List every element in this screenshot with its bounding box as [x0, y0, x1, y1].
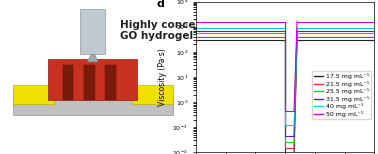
- Polygon shape: [13, 92, 173, 115]
- 17.5 mg mL⁻¹: [313, 39, 317, 41]
- 31.5 mg mL⁻¹: [310, 30, 314, 32]
- 31.5 mg mL⁻¹: [372, 30, 376, 32]
- 50 mg mL⁻¹: [368, 21, 373, 22]
- Text: Highly concentrated
GO hydrogel: Highly concentrated GO hydrogel: [119, 20, 239, 41]
- Legend: 17.5 mg mL⁻¹, 21.5 mg mL⁻¹, 25.5 mg mL⁻¹, 31.5 mg mL⁻¹, 40 mg mL⁻¹, 50 mg mL⁻¹: 17.5 mg mL⁻¹, 21.5 mg mL⁻¹, 25.5 mg mL⁻¹…: [312, 71, 371, 119]
- Polygon shape: [62, 65, 73, 100]
- 21.5 mg mL⁻¹: [335, 36, 339, 38]
- 40 mg mL⁻¹: [310, 27, 314, 29]
- 50 mg mL⁻¹: [313, 21, 317, 22]
- 50 mg mL⁻¹: [310, 21, 314, 22]
- Polygon shape: [13, 85, 54, 104]
- 17.5 mg mL⁻¹: [310, 39, 314, 41]
- 40 mg mL⁻¹: [335, 27, 339, 29]
- 50 mg mL⁻¹: [341, 21, 345, 22]
- 25.5 mg mL⁻¹: [341, 32, 345, 34]
- 21.5 mg mL⁻¹: [295, 36, 299, 38]
- 17.5 mg mL⁻¹: [368, 39, 373, 41]
- 40 mg mL⁻¹: [368, 27, 373, 29]
- 17.5 mg mL⁻¹: [341, 39, 345, 41]
- 25.5 mg mL⁻¹: [295, 32, 299, 34]
- 21.5 mg mL⁻¹: [372, 36, 376, 38]
- 25.5 mg mL⁻¹: [372, 32, 376, 34]
- 40 mg mL⁻¹: [366, 27, 370, 29]
- 17.5 mg mL⁻¹: [372, 39, 376, 41]
- 31.5 mg mL⁻¹: [335, 30, 339, 32]
- 17.5 mg mL⁻¹: [366, 39, 370, 41]
- 17.5 mg mL⁻¹: [295, 39, 299, 41]
- 50 mg mL⁻¹: [372, 21, 376, 22]
- 31.5 mg mL⁻¹: [313, 30, 317, 32]
- 40 mg mL⁻¹: [295, 27, 299, 29]
- 31.5 mg mL⁻¹: [341, 30, 345, 32]
- 31.5 mg mL⁻¹: [295, 30, 299, 32]
- 40 mg mL⁻¹: [313, 27, 317, 29]
- 17.5 mg mL⁻¹: [335, 39, 339, 41]
- 21.5 mg mL⁻¹: [313, 36, 317, 38]
- 40 mg mL⁻¹: [341, 27, 345, 29]
- Polygon shape: [105, 65, 116, 100]
- Polygon shape: [132, 85, 173, 104]
- 31.5 mg mL⁻¹: [366, 30, 370, 32]
- Polygon shape: [84, 65, 94, 100]
- 50 mg mL⁻¹: [295, 21, 299, 22]
- 25.5 mg mL⁻¹: [368, 32, 373, 34]
- 21.5 mg mL⁻¹: [341, 36, 345, 38]
- 25.5 mg mL⁻¹: [310, 32, 314, 34]
- 21.5 mg mL⁻¹: [368, 36, 373, 38]
- 21.5 mg mL⁻¹: [310, 36, 314, 38]
- 31.5 mg mL⁻¹: [368, 30, 373, 32]
- 50 mg mL⁻¹: [335, 21, 339, 22]
- Polygon shape: [81, 9, 105, 54]
- 25.5 mg mL⁻¹: [366, 32, 370, 34]
- 21.5 mg mL⁻¹: [366, 36, 370, 38]
- Y-axis label: Viscosity (Pa·s): Viscosity (Pa·s): [158, 48, 167, 106]
- 25.5 mg mL⁻¹: [335, 32, 339, 34]
- 50 mg mL⁻¹: [366, 21, 370, 22]
- 25.5 mg mL⁻¹: [313, 32, 317, 34]
- Polygon shape: [87, 54, 98, 62]
- Text: d: d: [157, 0, 165, 8]
- Polygon shape: [48, 59, 137, 100]
- 40 mg mL⁻¹: [372, 27, 376, 29]
